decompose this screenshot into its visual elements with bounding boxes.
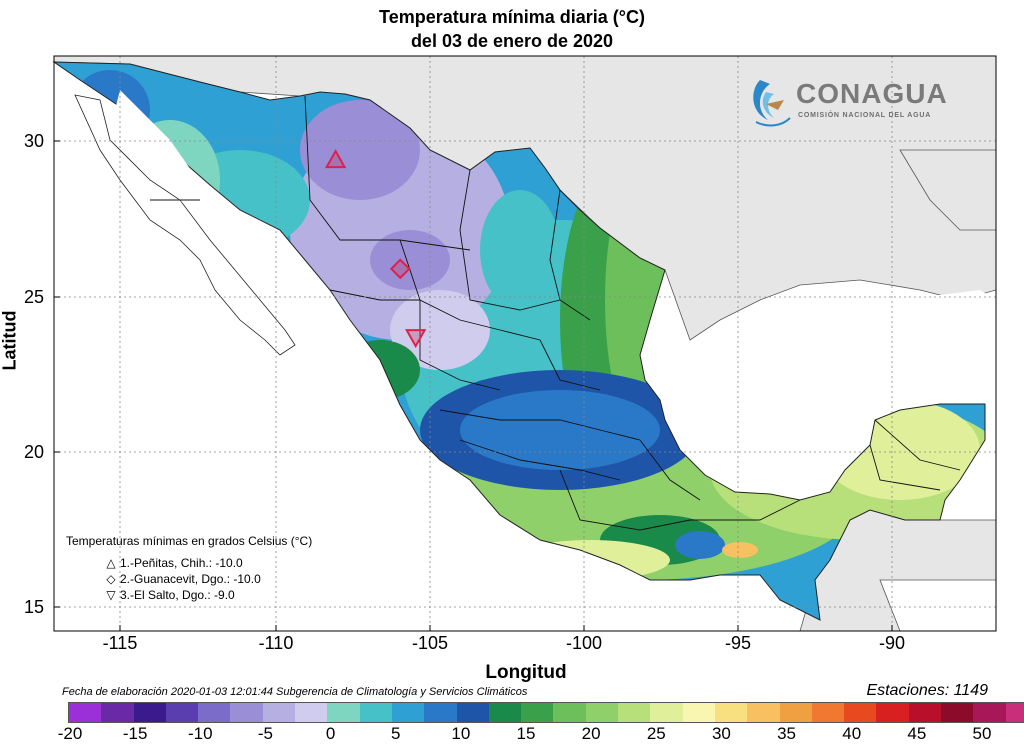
colorbar-cell (650, 703, 683, 722)
colorbar-cell (585, 703, 619, 722)
logo-wordmark: CONAGUA (796, 78, 948, 109)
colorbar-label: 10 (451, 724, 471, 743)
legend-item: 3.-El Salto, Dgo.: -9.0 (120, 588, 235, 602)
colorbar-cell (941, 703, 974, 722)
xtick-label: -90 (878, 633, 905, 653)
colorbar-label: 40 (842, 724, 862, 743)
colorbar-label: 50 (972, 724, 992, 743)
colorbar-label: 20 (581, 724, 601, 743)
colorbar-label: -5 (257, 724, 273, 743)
colorbar-cell (133, 703, 166, 722)
colorbar-label: -15 (122, 724, 148, 743)
colorbar-cell (844, 703, 877, 722)
xtick-label: -95 (724, 633, 751, 653)
y-axis-label: Latitud (0, 310, 20, 371)
ytick-label: 15 (23, 597, 44, 617)
colorbar-cell (682, 703, 715, 722)
map-title: Temperatura mínima diaria (°C) (379, 7, 645, 27)
colorbar-cell (230, 703, 263, 722)
colorbar-label: 5 (390, 724, 401, 743)
xtick-label: -110 (258, 633, 294, 653)
colorbar-label: 0 (325, 724, 336, 743)
gulf-of-california (74, 94, 296, 356)
colorbar-cell (165, 703, 199, 722)
colorbar-label: 35 (777, 724, 797, 743)
footer-note: Fecha de elaboración 2020-01-03 12:01:44… (62, 686, 528, 698)
legend-item: 1.-Peñitas, Chih.: -10.0 (120, 556, 243, 570)
colorbar-label: -20 (57, 724, 83, 743)
colorbar-cell (456, 703, 489, 722)
legend-item: 2.-Guanacevit, Dgo.: -10.0 (120, 572, 261, 586)
colorbar-cell (262, 703, 296, 722)
colorbar-cell (908, 703, 942, 722)
colorbar (68, 702, 1024, 723)
guanacevi-marker (389, 258, 411, 280)
colorbar-cell (198, 703, 231, 722)
penitas-marker (324, 149, 347, 169)
colorbar-cell (69, 703, 102, 722)
colorbar-cell (488, 703, 522, 722)
colorbar-label: 45 (907, 724, 927, 743)
colorbar-cell (521, 703, 554, 722)
x-axis-label: Longitud (485, 662, 567, 683)
xtick-label: -105 (411, 633, 449, 653)
state-borders (150, 95, 961, 531)
colorbar-label: 30 (711, 724, 731, 743)
logo-subtitle: COMISIÓN NACIONAL DEL AGUA (798, 112, 932, 119)
colorbar-cell (553, 703, 586, 722)
stations-count: Estaciones: 1149 (866, 682, 988, 699)
mexico-outline (52, 61, 986, 621)
colorbar-cell (876, 703, 909, 722)
colorbar-cell (327, 703, 360, 722)
ytick-label: 20 (23, 442, 44, 462)
colorbar-label: -10 (187, 724, 213, 743)
grid-lines (54, 56, 996, 631)
map-subtitle: del 03 de enero de 2020 (410, 31, 614, 51)
colorbar-cell (714, 703, 748, 722)
colorbar-cell (779, 703, 812, 722)
el-salto-marker (404, 329, 427, 349)
colorbar-cell (424, 703, 457, 722)
colorbar-cell (747, 703, 780, 722)
diamond-icon: ◇ (106, 572, 116, 586)
extreme-markers (324, 149, 427, 349)
colorbar-cell (359, 703, 392, 722)
colorbar-cell (101, 703, 134, 722)
conagua-logo (753, 80, 791, 127)
xtick-label: -115 (102, 633, 138, 653)
triangle-down-icon: ▽ (106, 588, 116, 602)
ytick-label: 30 (23, 131, 44, 151)
colorbar-cell (811, 703, 845, 722)
xtick-label: -100 (565, 633, 603, 653)
colorbar-cell (1005, 703, 1024, 722)
colorbar-cell (391, 703, 425, 722)
colorbar-cell (973, 703, 1006, 722)
legend-title: Temperaturas mínimas en grados Celsius (… (66, 534, 313, 548)
triangle-up-icon: △ (106, 556, 116, 570)
ytick-label: 25 (23, 287, 44, 307)
colorbar-cell (295, 703, 328, 722)
colorbar-cell (618, 703, 651, 722)
colorbar-label: 15 (516, 724, 536, 743)
colorbar-label: 25 (646, 724, 666, 743)
